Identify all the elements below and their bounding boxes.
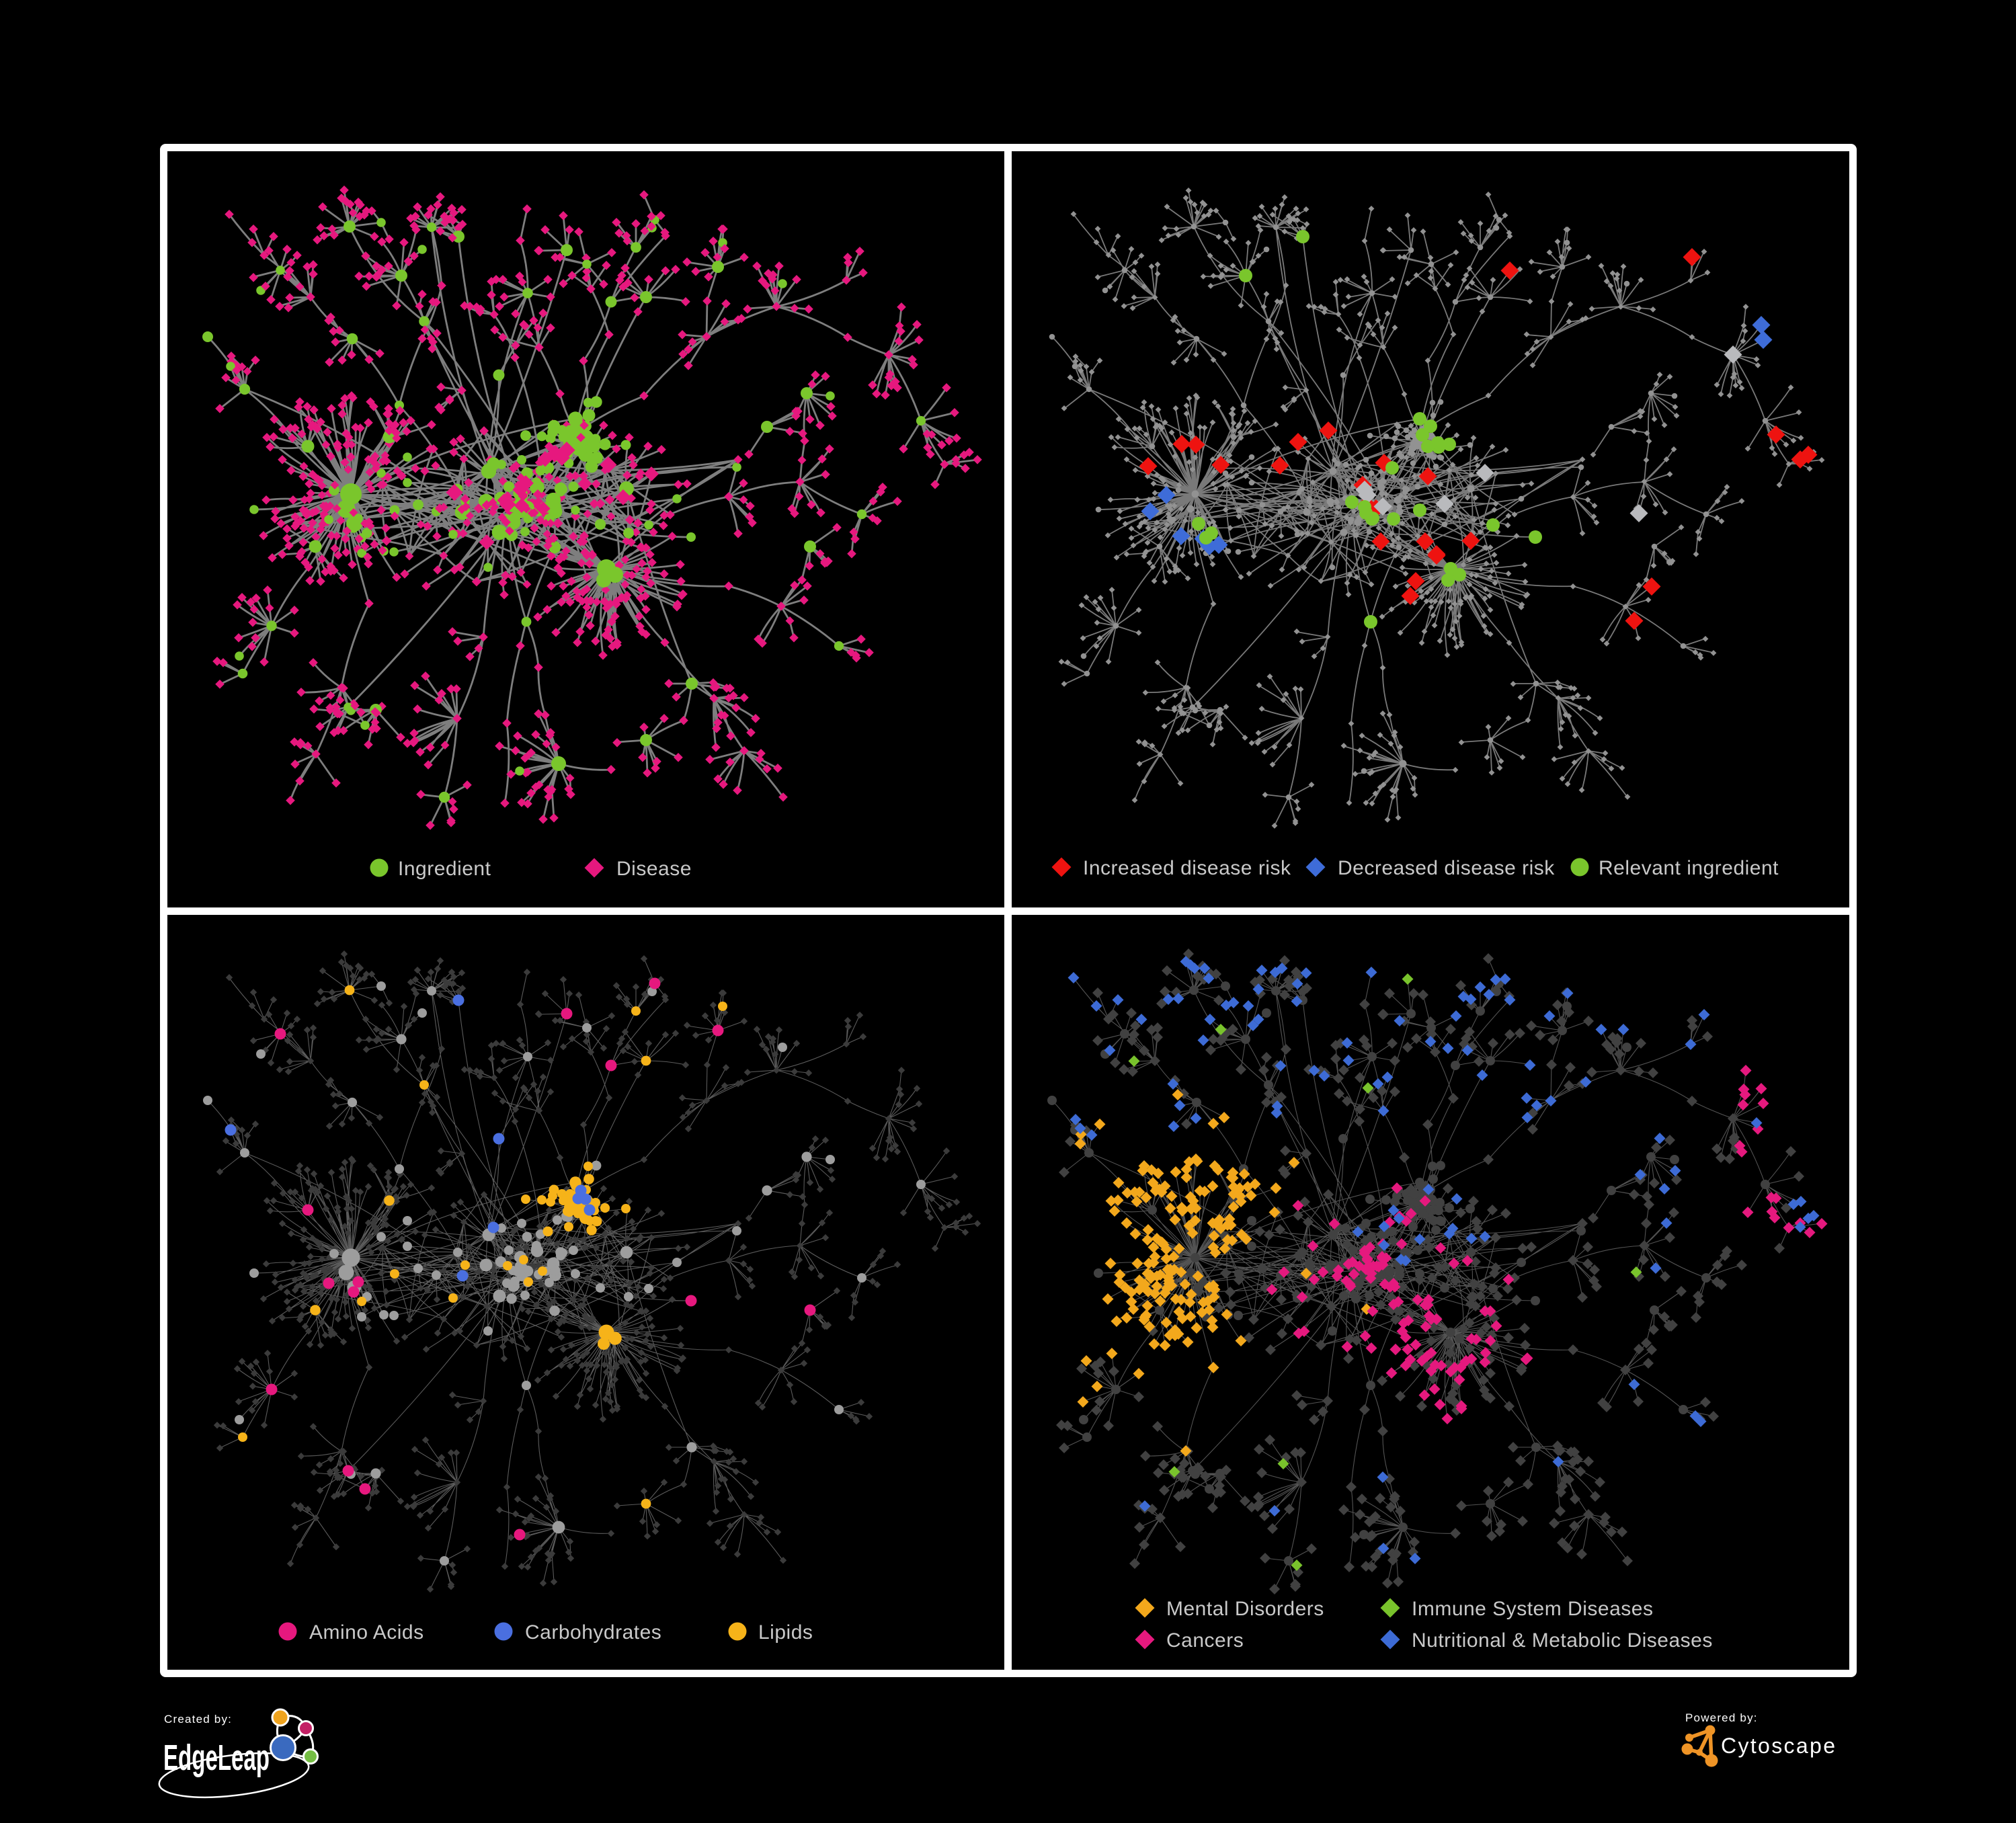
svg-text:Carbohydrates: Carbohydrates	[525, 1621, 661, 1644]
svg-text:Increased disease risk: Increased disease risk	[1083, 857, 1291, 879]
svg-text:Lipids: Lipids	[758, 1621, 813, 1644]
svg-text:Powered by:: Powered by:	[1685, 1711, 1758, 1724]
svg-text:Cytoscape: Cytoscape	[1721, 1734, 1837, 1758]
svg-text:Disease: Disease	[616, 858, 692, 880]
svg-text:Ingredient: Ingredient	[398, 858, 491, 880]
svg-text:Created by:: Created by:	[164, 1713, 232, 1726]
svg-text:Amino Acids: Amino Acids	[309, 1621, 424, 1644]
svg-text:Relevant ingredient: Relevant ingredient	[1599, 857, 1779, 879]
svg-text:Immune System Diseases: Immune System Diseases	[1412, 1598, 1653, 1620]
svg-text:Mental Disorders: Mental Disorders	[1166, 1598, 1324, 1620]
svg-text:Nutritional & Metabolic Diseas: Nutritional & Metabolic Diseases	[1412, 1629, 1713, 1652]
svg-text:Cancers: Cancers	[1166, 1629, 1244, 1652]
svg-text:Decreased disease risk: Decreased disease risk	[1338, 857, 1555, 879]
